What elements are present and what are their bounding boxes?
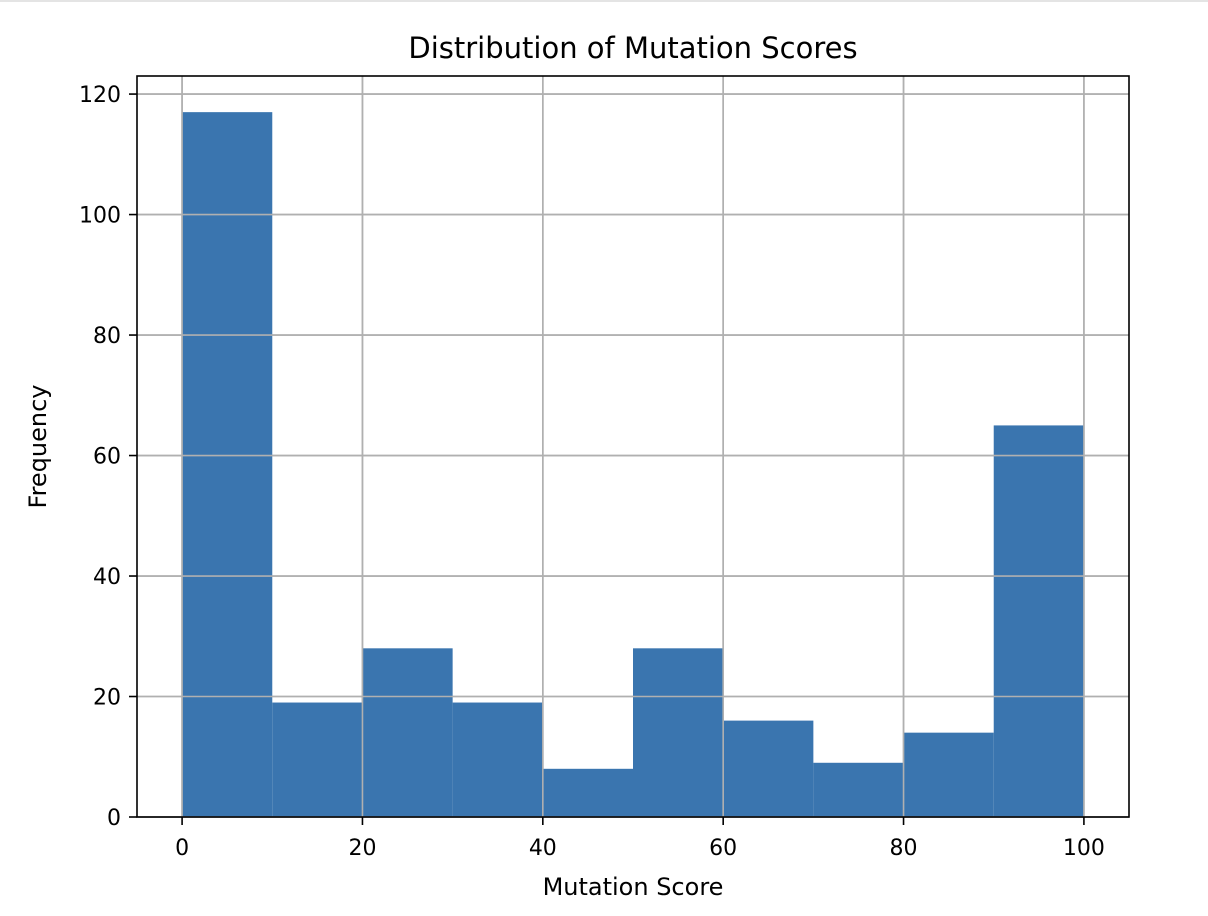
y-tick-label: 80 <box>93 324 121 349</box>
y-tick-label: 40 <box>93 565 121 590</box>
histogram-bar <box>542 768 633 817</box>
x-tick-label: 100 <box>1063 836 1105 861</box>
x-tick-label: 60 <box>709 836 737 861</box>
histogram-bars <box>182 112 1084 817</box>
top-divider <box>0 0 1208 2</box>
x-axis-label: Mutation Score <box>543 873 724 901</box>
y-tick-label: 20 <box>93 686 121 711</box>
histogram-bar <box>452 702 543 817</box>
x-axis-ticks: 0 20 40 60 80 100 <box>175 817 1105 861</box>
y-axis-ticks: 0 20 40 60 80 100 120 <box>79 83 137 831</box>
histogram-bar <box>362 648 453 817</box>
x-tick-label: 0 <box>175 836 189 861</box>
histogram-bar <box>993 425 1084 817</box>
histogram-bar <box>723 720 814 817</box>
histogram-bar <box>633 648 724 817</box>
y-axis-label: Frequency <box>24 385 52 509</box>
histogram-bar <box>903 732 994 817</box>
histogram-bar <box>182 112 273 817</box>
plot-frame <box>136 75 1130 818</box>
y-tick-label: 0 <box>107 806 121 831</box>
x-tick-label: 80 <box>890 836 918 861</box>
chart-title: Distribution of Mutation Scores <box>408 31 857 65</box>
histogram-bar <box>272 702 363 817</box>
y-tick-label: 120 <box>79 83 121 108</box>
x-tick-label: 20 <box>348 836 376 861</box>
y-tick-label: 100 <box>79 204 121 229</box>
y-tick-label: 60 <box>93 445 121 470</box>
x-tick-label: 40 <box>529 836 557 861</box>
histogram-bar <box>813 762 904 817</box>
